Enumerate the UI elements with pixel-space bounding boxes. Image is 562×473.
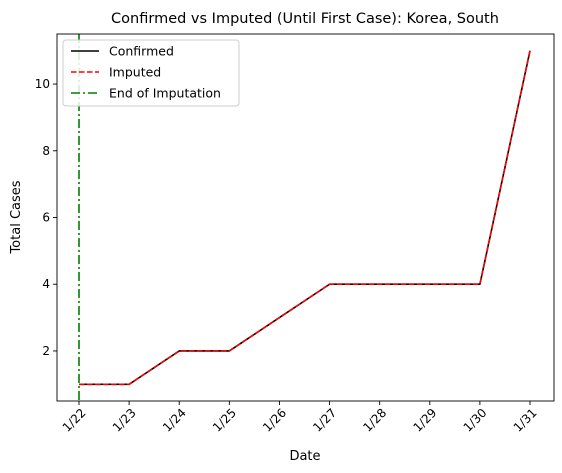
- legend-label: Confirmed: [109, 44, 174, 59]
- y-tick-label: 8: [42, 144, 50, 158]
- legend: Confirmed Imputed End of Imputation: [62, 39, 240, 107]
- y-tick-label: 4: [42, 277, 50, 291]
- series-line-imputed: [79, 50, 531, 386]
- x-tick-label: 1/30: [461, 406, 490, 435]
- x-tick-label: 1/27: [310, 406, 339, 435]
- x-tick-label: 1/26: [260, 406, 289, 435]
- x-tick-label: 1/31: [511, 406, 540, 435]
- legend-label: End of Imputation: [109, 86, 221, 101]
- legend-box: [62, 39, 240, 107]
- chart-title: Confirmed vs Imputed (Until First Case):…: [111, 11, 499, 27]
- x-axis-label: Date: [289, 449, 320, 464]
- legend-label: Imputed: [109, 65, 161, 80]
- x-tick-label: 1/25: [210, 406, 239, 435]
- x-tick-label: 1/28: [360, 406, 389, 435]
- x-tick-label: 1/23: [110, 406, 139, 435]
- x-tick-label: 1/22: [60, 406, 89, 435]
- y-tick-label: 2: [42, 344, 50, 358]
- y-axis-label: Total Cases: [9, 180, 24, 254]
- x-tick-label: 1/29: [410, 406, 439, 435]
- y-tick-label: 6: [42, 211, 50, 225]
- y-tick-label: 10: [35, 77, 50, 91]
- plot-area: [78, 34, 531, 401]
- x-tick-label: 1/24: [160, 406, 189, 435]
